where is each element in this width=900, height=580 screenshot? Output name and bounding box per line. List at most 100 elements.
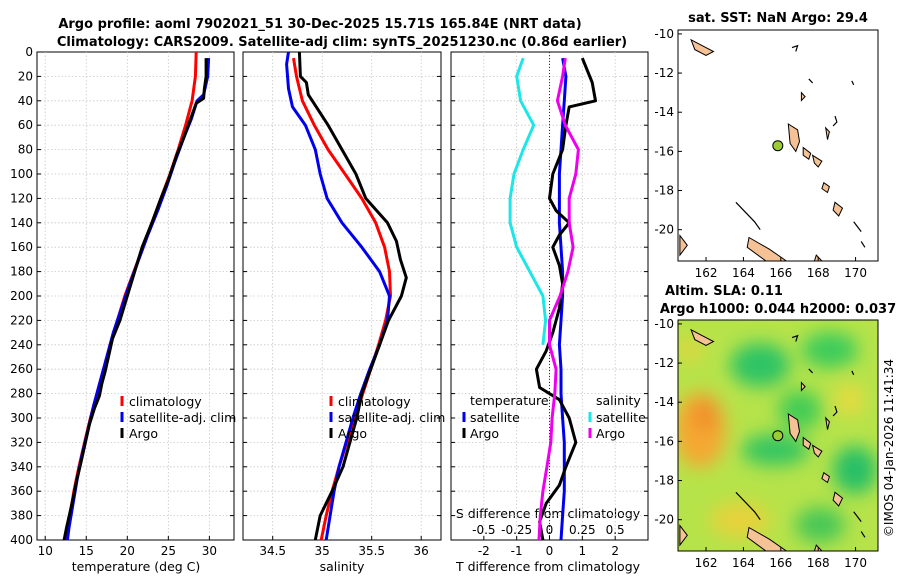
salinity-xlabel: salinity <box>320 559 365 574</box>
x-tick-label: 34.5 <box>259 544 286 558</box>
land-shape <box>821 181 830 194</box>
difference-xlabel-top: S difference from climatology <box>456 506 641 521</box>
x-tick-label: -1 <box>511 544 523 558</box>
difference-legend: temperature satellite Argo salinity sate… <box>462 393 646 441</box>
y-tick-label: 220 <box>10 313 33 327</box>
series-argo <box>62 58 208 541</box>
series-s-argo <box>537 57 580 541</box>
x-tick-label: 15 <box>79 544 94 558</box>
y-tick-label: 240 <box>10 338 33 352</box>
y-tick-label: 20 <box>18 69 33 83</box>
legend-title-salinity: salinity <box>596 393 641 408</box>
reef-outline <box>735 491 761 521</box>
y-tick-label: 380 <box>10 509 33 523</box>
y-tick-label: 60 <box>18 118 33 132</box>
map-x-tick-label: 162 <box>695 266 718 280</box>
land-shape <box>832 491 844 507</box>
series-satellite-adj-clim <box>285 51 391 541</box>
map-y-tick-label: -18 <box>654 184 674 198</box>
reef-outline <box>735 201 761 231</box>
reef-outline <box>860 241 866 248</box>
legend-label-satellite: satellite-adj. clim <box>338 410 445 425</box>
legend-label-argo: Argo <box>338 426 367 441</box>
x-tick-label: 30 <box>202 544 217 558</box>
map-y-tick-label: -16 <box>654 144 674 158</box>
land-shape <box>746 236 788 262</box>
difference-panel: T difference from climatology S differen… <box>450 51 649 574</box>
reef-outline <box>808 78 814 84</box>
map-y-tick-label: -20 <box>654 513 674 527</box>
y-tick-label: 160 <box>10 240 33 254</box>
credit: ©IMOS 04-Jan-2026 11:41:34 <box>882 359 896 537</box>
reef-outline <box>853 221 862 232</box>
sla-map: Altim. SLA: 0.11 Argo h1000: 0.044 h2000… <box>660 284 896 552</box>
y-tick-label: 360 <box>10 484 33 498</box>
map-x-tick-label: 164 <box>732 556 755 570</box>
y-tick-label: 40 <box>18 94 33 108</box>
land-shape <box>787 123 801 153</box>
y-tick-label: 0 <box>25 45 33 59</box>
reef-outline <box>853 511 862 522</box>
map-x-tick-label: 168 <box>807 556 830 570</box>
temperature-legend: climatology satellite-adj. clim Argo <box>120 394 236 441</box>
x-tick-label: 36 <box>414 544 429 558</box>
map-y-tick-label: -10 <box>654 317 674 331</box>
y-tick-label: 300 <box>10 411 33 425</box>
y-tick-label: 280 <box>10 387 33 401</box>
legend-label-argo: Argo <box>129 426 158 441</box>
x-tick-label: 1 <box>579 544 587 558</box>
y-tick-label: 140 <box>10 216 33 230</box>
s-tick-label: -0.5 <box>472 523 495 537</box>
salinity-legend: climatology satellite-adj. clim Argo <box>329 394 445 441</box>
map-y-tick-label: -18 <box>654 474 674 488</box>
legend-label-t-satellite: satellite <box>470 410 520 425</box>
map-y-tick-label: -10 <box>654 27 674 41</box>
map-y-tick-label: -14 <box>654 395 674 409</box>
sst-map-title: sat. SST: NaN Argo: 29.4 <box>688 11 868 26</box>
y-tick-label: 120 <box>10 191 33 205</box>
legend-label-t-argo: Argo <box>470 426 499 441</box>
reef-outline <box>851 370 855 376</box>
reef-outline <box>860 531 866 538</box>
map-y-tick-label: -16 <box>654 434 674 448</box>
s-tick-label: 0.5 <box>606 523 625 537</box>
y-tick-label: 260 <box>10 362 33 376</box>
land-shape <box>802 436 812 450</box>
reef-outline <box>832 115 838 127</box>
reef-outline <box>791 44 799 52</box>
land-shape <box>832 201 844 217</box>
x-tick-label: 0 <box>546 544 554 558</box>
legend-label-satellite: satellite-adj. clim <box>129 410 236 425</box>
map-x-tick-label: 170 <box>844 266 867 280</box>
land-shape <box>824 126 830 140</box>
s-tick-label: -0.25 <box>501 523 532 537</box>
land-shape <box>811 154 823 168</box>
land-shape <box>824 416 830 430</box>
map-x-tick-label: 166 <box>769 556 792 570</box>
legend-label-climatology: climatology <box>129 394 202 409</box>
title-line2: Climatology: CARS2009. Satellite-adj cli… <box>57 35 627 50</box>
map-x-tick-label: 162 <box>695 556 718 570</box>
x-tick-label: -2 <box>478 544 490 558</box>
x-tick-label: 10 <box>38 544 53 558</box>
legend-label-s-argo: Argo <box>596 426 625 441</box>
map-y-tick-label: -20 <box>654 223 674 237</box>
y-tick-label: 100 <box>10 167 33 181</box>
y-tick-label: 180 <box>10 265 33 279</box>
y-tick-label: 400 <box>10 533 33 547</box>
x-tick-label: 35 <box>315 544 330 558</box>
sla-map-title1: Altim. SLA: 0.11 <box>665 284 783 299</box>
land-shape <box>690 328 715 346</box>
y-tick-label: 80 <box>18 143 33 157</box>
sla-field <box>678 320 878 551</box>
series-argo <box>297 51 408 541</box>
title-line1: Argo profile: aoml 7902021_51 30-Dec-202… <box>58 17 581 32</box>
salinity-panel: salinity 34.5 35 35.5 36 <box>242 51 442 574</box>
x-tick-label: 25 <box>161 544 176 558</box>
s-tick-label: 0 <box>546 523 554 537</box>
series-s-satellite <box>508 57 548 345</box>
land-shape <box>746 526 788 551</box>
land-shape <box>787 413 801 443</box>
map-y-tick-label: -14 <box>654 105 674 119</box>
